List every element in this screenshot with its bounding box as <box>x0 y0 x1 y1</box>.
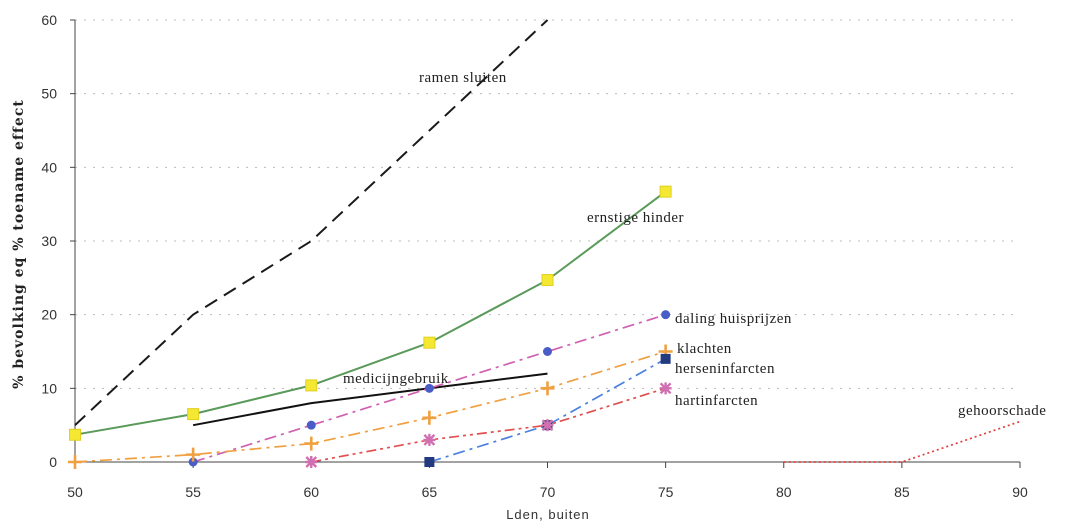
klachten-point <box>422 410 437 425</box>
series-markers <box>68 185 673 469</box>
daling-huisprijzen-point <box>306 420 316 430</box>
ramen-sluiten-label: ramen sluiten <box>419 70 507 86</box>
klachten-point <box>186 447 201 462</box>
klachten-point <box>304 436 319 451</box>
grid-lines <box>75 19 1020 389</box>
hartinfarcten-point <box>541 419 554 432</box>
daling-huisprijzen-point <box>424 383 434 393</box>
hartinfarcten-point <box>305 456 318 468</box>
klachten-point <box>68 455 82 469</box>
klachten-point <box>540 381 555 396</box>
y-tick-label: 0 <box>49 454 57 470</box>
y-tick-label: 30 <box>41 233 57 249</box>
series-lines <box>74 19 1021 463</box>
x-tick-label: 90 <box>1012 484 1028 500</box>
ernstige-hinder-point <box>305 379 318 392</box>
y-tick-label: 60 <box>41 12 57 28</box>
klachten-label: klachten <box>677 341 732 357</box>
herseninfarcten-point <box>660 353 671 364</box>
daling-huisprijzen-label: daling huisprijzen <box>675 311 792 327</box>
herseninfarcten-point <box>424 457 435 467</box>
y-tick-labels: 0 10 20 30 40 50 60 <box>41 12 75 470</box>
x-axis-label: Lden, buiten <box>506 507 590 521</box>
x-tick-label: 50 <box>67 484 83 500</box>
y-tick-label: 10 <box>41 380 57 396</box>
y-axis-label: % bevolking eq % toename effect <box>11 99 27 389</box>
hartinfarcten-point <box>423 433 436 446</box>
x-tick-label: 80 <box>776 484 792 500</box>
daling-huisprijzen-point <box>661 310 671 320</box>
hartinfarcten-label: hartinfarcten <box>675 393 758 409</box>
y-tick-label: 40 <box>41 159 57 175</box>
ramen-sluiten-line <box>74 19 549 426</box>
ernstige-hinder-point <box>69 428 81 441</box>
x-tick-labels: 50 55 60 65 70 75 80 85 90 <box>67 462 1028 500</box>
ernstige-hinder-point <box>187 408 200 421</box>
ernstige-hinder-point <box>659 185 672 198</box>
ernstige-hinder-point <box>423 336 436 349</box>
hartinfarcten-line <box>311 387 666 463</box>
klachten-line <box>74 350 666 463</box>
hartinfarcten-point <box>659 382 672 395</box>
daling-huisprijzen-point <box>188 457 198 467</box>
ernstige-hinder-point <box>541 274 554 287</box>
gehoorschade-label: gehoorschade <box>958 403 1046 419</box>
daling-huisprijzen-line <box>192 313 666 463</box>
medicijngebruik-line <box>192 372 548 427</box>
y-tick-label: 20 <box>41 307 57 323</box>
series-labels: ramen sluiten ernstige hinder medicijngebr… <box>343 70 1046 419</box>
x-tick-label: 65 <box>422 484 438 500</box>
x-tick-label: 55 <box>185 484 201 500</box>
herseninfarcten-label: herseninfarcten <box>675 361 775 377</box>
daling-huisprijzen-point <box>543 347 552 356</box>
ernstige-hinder-line <box>74 190 667 436</box>
medicijngebruik-label: medicijngebruik <box>343 371 449 387</box>
x-tick-label: 85 <box>894 484 910 500</box>
x-tick-label: 60 <box>303 484 319 500</box>
y-tick-label: 50 <box>41 86 57 102</box>
x-tick-label: 75 <box>658 484 674 500</box>
ernstige-hinder-label: ernstige hinder <box>587 210 684 226</box>
x-tick-label: 70 <box>540 484 556 500</box>
gehoorschade-line <box>783 420 1021 463</box>
